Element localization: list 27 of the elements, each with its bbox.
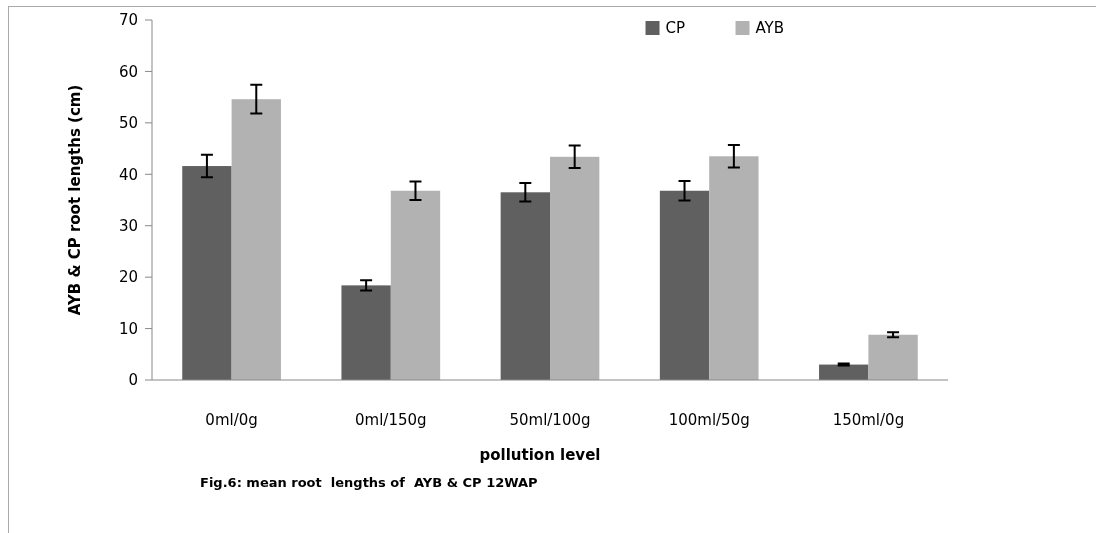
y-tick-label: 20 [118,268,138,287]
bar [231,99,281,380]
x-tick-label: 100ml/50g [668,411,750,429]
y-tick-label: 0 [128,371,138,390]
y-tick-label: 50 [118,114,138,133]
y-tick-label: 70 [118,11,138,30]
y-tick-label: 60 [118,62,138,81]
y-tick-label: 10 [118,319,138,338]
legend-label: AYB [755,19,785,38]
text: Fig.6: mean root lengths of AYB & CP 12WAP [200,475,538,490]
bar [709,156,759,380]
bar [341,285,391,380]
y-tick-label: 30 [118,216,138,235]
x-tick-label: 0ml/150g [355,411,427,429]
bar [182,166,232,380]
y-axis-title: AYB & CP root lengths (cm) [66,84,84,316]
bar [500,192,550,380]
bar [659,190,710,380]
x-axis-title: pollution level [479,446,601,464]
x-tick-label: 50ml/100g [509,411,591,429]
x-tick-label: 150ml/0g [832,411,905,429]
y-tick-label: 40 [118,165,138,184]
bar [390,190,441,380]
bar [550,156,600,380]
legend-label: CP [665,19,686,38]
x-tick-label: 0ml/0g [205,411,258,429]
bar [868,334,918,380]
